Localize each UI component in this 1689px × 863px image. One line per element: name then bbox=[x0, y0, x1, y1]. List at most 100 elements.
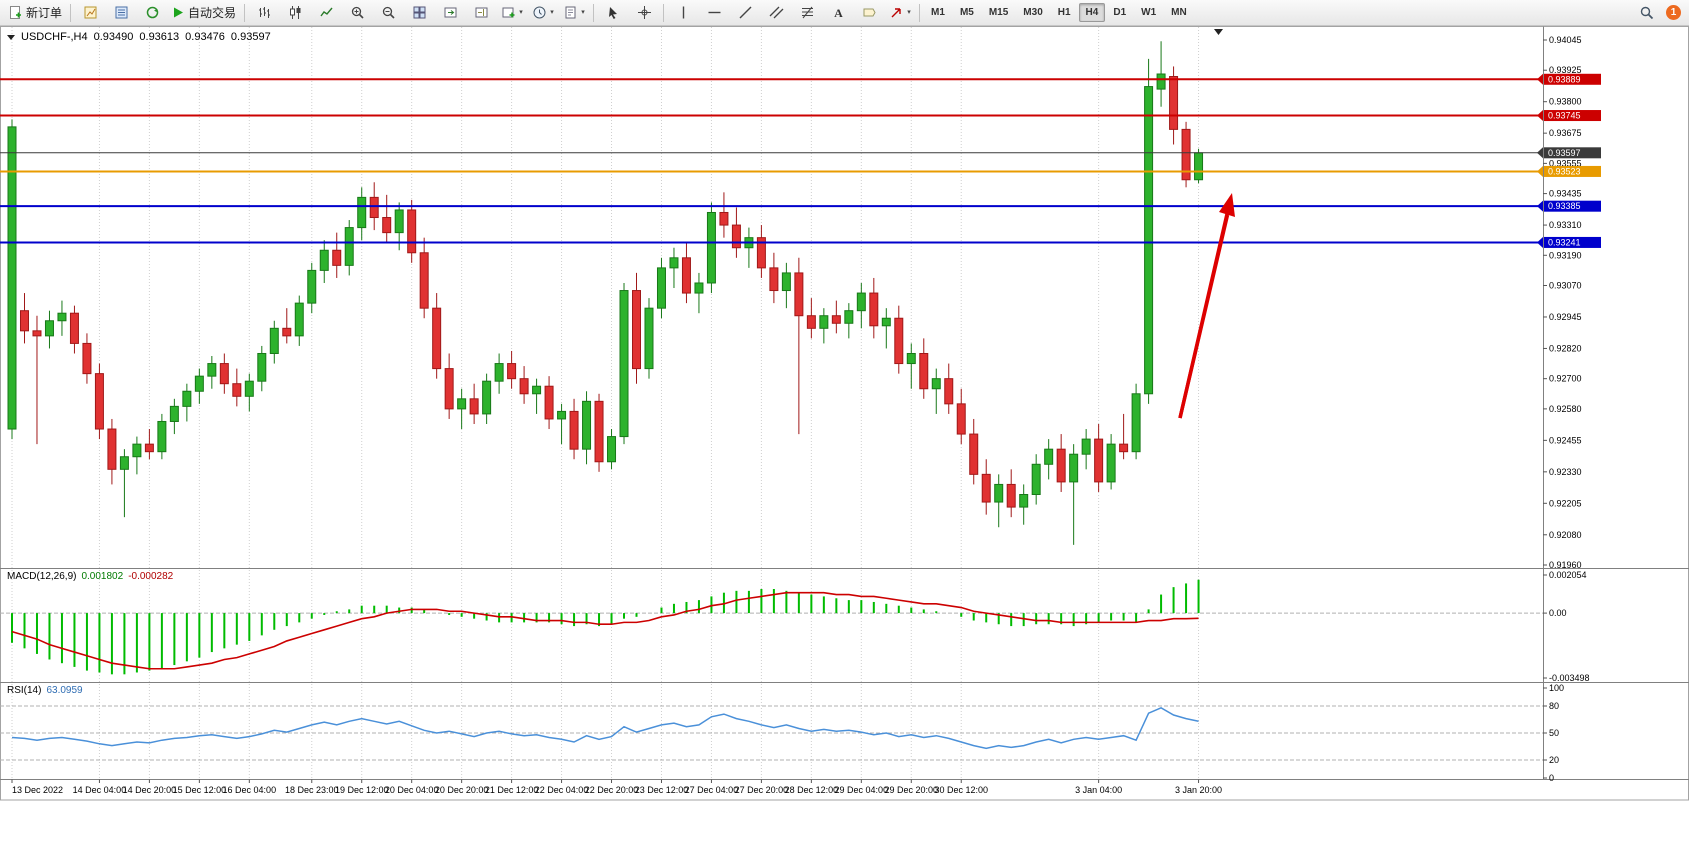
timeframe-button-d1[interactable]: D1 bbox=[1113, 7, 1127, 18]
cursor-button[interactable] bbox=[598, 1, 628, 25]
tile-windows-button[interactable] bbox=[404, 1, 434, 25]
bar-chart-type-button[interactable] bbox=[249, 1, 279, 25]
time-tick: 14 Dec 20:00 bbox=[123, 785, 177, 795]
bar-chart-icon bbox=[257, 5, 272, 20]
price-tick: 0.92700 bbox=[1549, 374, 1582, 384]
time-tick: 28 Dec 12:00 bbox=[785, 785, 839, 795]
timeframe-button-m1[interactable]: M1 bbox=[931, 7, 945, 18]
rsi-tick: 0 bbox=[1549, 773, 1554, 783]
macd-pane bbox=[0, 579, 1543, 675]
fibonacci-icon bbox=[800, 5, 815, 20]
fibonacci-button[interactable] bbox=[792, 1, 822, 25]
new-chart-icon bbox=[83, 5, 98, 20]
channel-button[interactable] bbox=[761, 1, 791, 25]
horizontal-line-icon bbox=[707, 5, 722, 20]
toolbar-separator bbox=[70, 3, 72, 22]
timeframe-button-mn[interactable]: MN bbox=[1171, 7, 1187, 18]
timeframe-button-w1[interactable]: W1 bbox=[1141, 7, 1157, 18]
macd-tick: -0.003498 bbox=[1549, 673, 1590, 683]
price-tick: 0.91960 bbox=[1549, 560, 1582, 570]
timeframe-button-m15[interactable]: M15 bbox=[988, 7, 1009, 18]
time-tick: 27 Dec 04:00 bbox=[685, 785, 739, 795]
candlestick-icon bbox=[288, 5, 303, 20]
new-chart-button[interactable] bbox=[75, 1, 105, 25]
time-tick: 15 Dec 12:00 bbox=[173, 785, 227, 795]
toolbar-separator bbox=[663, 3, 665, 22]
refresh-button[interactable] bbox=[137, 1, 167, 25]
horizontal-price-lines[interactable]: 0.93889 0.93745 0.93597 0.93523 0.93385 0.932… bbox=[0, 73, 1601, 248]
time-tick: 20 Dec 20:00 bbox=[435, 785, 489, 795]
clock-icon bbox=[532, 5, 547, 20]
zoom-in-button[interactable] bbox=[342, 1, 372, 25]
arrows-dropdown-button[interactable]: ▾ bbox=[885, 1, 915, 25]
price-tick: 0.92080 bbox=[1549, 530, 1582, 540]
rsi-tick: 20 bbox=[1549, 755, 1559, 765]
template-dropdown-button[interactable]: ▾ bbox=[559, 1, 589, 25]
time-tick: 18 Dec 23:00 bbox=[285, 785, 339, 795]
add-indicator-icon bbox=[501, 5, 516, 20]
auto-scroll-button[interactable] bbox=[435, 1, 465, 25]
new-order-button[interactable]: 新订单 bbox=[4, 1, 66, 25]
time-tick: 22 Dec 04:00 bbox=[535, 785, 589, 795]
zoom-out-button[interactable] bbox=[373, 1, 403, 25]
text-icon: A bbox=[831, 5, 846, 20]
main-toolbar: 新订单 自动交易 ▾ ▾ bbox=[0, 0, 1689, 26]
time-tick: 3 Jan 20:00 bbox=[1175, 785, 1222, 795]
macd-tick: 0.00 bbox=[1549, 608, 1567, 618]
toolbar-separator bbox=[919, 3, 921, 22]
market-watch-button[interactable] bbox=[106, 1, 136, 25]
autotrading-button[interactable]: 自动交易 bbox=[168, 1, 240, 25]
price-tag: 0.93889 bbox=[1548, 74, 1581, 84]
time-tick: 13 Dec 2022 bbox=[12, 785, 63, 795]
price-tick: 0.93555 bbox=[1549, 158, 1582, 168]
text-label-icon bbox=[862, 5, 877, 20]
notification-badge[interactable]: 1 bbox=[1666, 5, 1681, 20]
period-dropdown-button[interactable]: ▾ bbox=[528, 1, 558, 25]
price-tick: 0.92945 bbox=[1549, 312, 1582, 322]
candlestick-type-button[interactable] bbox=[280, 1, 310, 25]
search-button[interactable] bbox=[1631, 1, 1661, 25]
time-tick: 19 Dec 12:00 bbox=[335, 785, 389, 795]
cursor-icon bbox=[606, 5, 621, 20]
crosshair-button[interactable] bbox=[629, 1, 659, 25]
line-chart-type-button[interactable] bbox=[311, 1, 341, 25]
market-watch-icon bbox=[114, 5, 129, 20]
candlesticks bbox=[7, 41, 1204, 545]
rsi-tick: 50 bbox=[1549, 728, 1559, 738]
zoom-in-icon bbox=[350, 5, 365, 20]
arrow-annotation[interactable] bbox=[1178, 193, 1235, 419]
chart-frame bbox=[0, 26, 1689, 801]
refresh-icon bbox=[145, 5, 160, 20]
timeframe-button-m5[interactable]: M5 bbox=[959, 7, 974, 18]
chart-canvas[interactable]: 0.94045 0.93925 0.93800 0.93675 0.93555 0.934… bbox=[0, 26, 1689, 863]
text-label-button[interactable] bbox=[854, 1, 884, 25]
price-tick: 0.92455 bbox=[1549, 435, 1582, 445]
chart-shift-button[interactable] bbox=[466, 1, 496, 25]
vertical-line-button[interactable] bbox=[668, 1, 698, 25]
zoom-out-icon bbox=[381, 5, 396, 20]
trendline-icon bbox=[738, 5, 753, 20]
text-button[interactable]: A bbox=[823, 1, 853, 25]
shift-marker-icon bbox=[1214, 29, 1223, 35]
autotrading-label: 自动交易 bbox=[188, 6, 237, 20]
timeframe-button-h4[interactable]: H4 bbox=[1078, 3, 1106, 22]
price-tag: 0.93241 bbox=[1548, 237, 1581, 247]
macd-tick: 0.002054 bbox=[1549, 570, 1587, 580]
chart-shift-icon bbox=[474, 5, 489, 20]
time-tick: 29 Dec 04:00 bbox=[835, 785, 889, 795]
trendline-button[interactable] bbox=[730, 1, 760, 25]
timeframe-button-m30[interactable]: M30 bbox=[1023, 7, 1043, 18]
tile-windows-icon bbox=[412, 5, 427, 20]
toolbar-separator bbox=[593, 3, 595, 22]
price-tick: 0.93070 bbox=[1549, 281, 1582, 291]
indicators-dropdown-button[interactable]: ▾ bbox=[497, 1, 527, 25]
price-tick: 0.93435 bbox=[1549, 189, 1582, 199]
arrow-tool-icon bbox=[889, 5, 904, 20]
horizontal-line-button[interactable] bbox=[699, 1, 729, 25]
search-icon bbox=[1639, 5, 1654, 20]
timeframe-button-h1[interactable]: H1 bbox=[1057, 7, 1071, 18]
chevron-down-icon: ▾ bbox=[519, 9, 523, 16]
price-axis[interactable]: 0.94045 0.93925 0.93800 0.93675 0.93555 0.934… bbox=[1543, 35, 1590, 783]
vertical-line-icon bbox=[676, 5, 691, 20]
